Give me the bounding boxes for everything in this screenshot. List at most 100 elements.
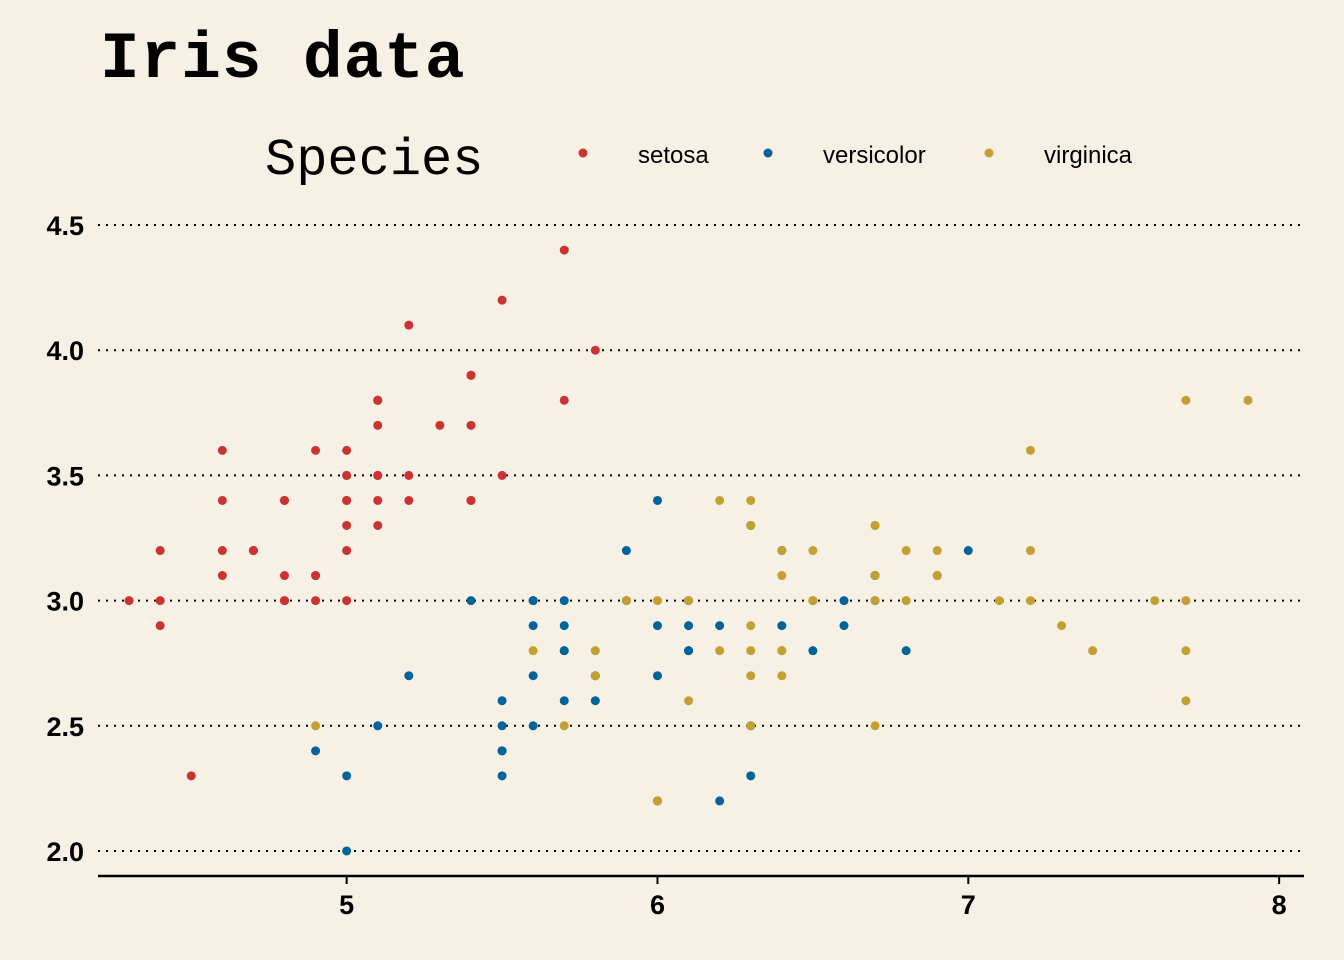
data-point-virginica <box>1025 546 1035 556</box>
data-point-virginica <box>590 646 600 656</box>
data-point-setosa <box>217 546 227 556</box>
data-point-versicolor <box>621 546 631 556</box>
data-point-virginica <box>684 696 694 706</box>
data-point-setosa <box>342 546 352 556</box>
data-point-setosa <box>373 495 383 505</box>
data-point-virginica <box>528 646 538 656</box>
data-point-setosa <box>155 546 165 556</box>
y-tick-label: 4.0 <box>46 336 84 366</box>
data-point-virginica <box>932 571 942 581</box>
data-point-virginica <box>621 596 631 606</box>
data-point-setosa <box>311 596 321 606</box>
data-point-virginica <box>746 671 756 681</box>
data-point-versicolor <box>652 495 662 505</box>
data-point-virginica <box>746 520 756 530</box>
data-point-virginica <box>559 721 569 731</box>
data-point-setosa <box>373 420 383 430</box>
data-point-setosa <box>497 295 507 305</box>
data-point-setosa <box>466 495 476 505</box>
axes: 2.0 2.5 3.0 3.5 4.0 4.5 5 6 7 8 <box>46 211 1304 920</box>
data-point-virginica <box>901 546 911 556</box>
data-point-virginica <box>652 796 662 806</box>
data-point-virginica <box>1243 395 1253 405</box>
data-point-versicolor <box>715 796 725 806</box>
data-point-virginica <box>746 495 756 505</box>
data-point-versicolor <box>590 696 600 706</box>
data-point-versicolor <box>652 621 662 631</box>
data-points <box>124 245 1253 856</box>
data-point-virginica <box>777 546 787 556</box>
y-tick-label: 3.5 <box>46 461 84 491</box>
data-point-setosa <box>155 596 165 606</box>
data-point-versicolor <box>559 621 569 631</box>
data-point-virginica <box>1025 596 1035 606</box>
data-point-setosa <box>342 445 352 455</box>
data-point-virginica <box>870 721 880 731</box>
data-point-setosa <box>342 520 352 530</box>
legend-marker-versicolor <box>763 148 773 158</box>
data-point-versicolor <box>466 596 476 606</box>
series-virginica <box>311 395 1253 806</box>
data-point-setosa <box>217 495 227 505</box>
x-tick-label: 5 <box>339 890 354 920</box>
y-tick-label: 2.0 <box>46 837 84 867</box>
grid <box>98 224 1304 852</box>
data-point-versicolor <box>652 671 662 681</box>
chart-title: Iris data <box>100 22 466 97</box>
data-point-virginica <box>1181 646 1191 656</box>
data-point-virginica <box>777 646 787 656</box>
data-point-setosa <box>279 596 289 606</box>
legend-title: Species <box>265 131 483 190</box>
data-point-setosa <box>342 596 352 606</box>
data-point-versicolor <box>746 771 756 781</box>
data-point-versicolor <box>528 671 538 681</box>
data-point-setosa <box>342 470 352 480</box>
data-point-virginica <box>746 646 756 656</box>
data-point-versicolor <box>559 646 569 656</box>
data-point-virginica <box>808 596 818 606</box>
data-point-versicolor <box>404 671 414 681</box>
data-point-virginica <box>932 546 942 556</box>
data-point-virginica <box>870 520 880 530</box>
series-setosa <box>124 245 600 781</box>
legend-label-setosa: setosa <box>638 142 709 169</box>
data-point-setosa <box>279 571 289 581</box>
data-point-versicolor <box>684 646 694 656</box>
data-point-versicolor <box>373 721 383 731</box>
data-point-versicolor <box>528 596 538 606</box>
data-point-versicolor <box>497 696 507 706</box>
data-point-versicolor <box>497 721 507 731</box>
data-point-versicolor <box>342 771 352 781</box>
data-point-versicolor <box>342 846 352 856</box>
data-point-versicolor <box>963 546 973 556</box>
data-point-virginica <box>1181 696 1191 706</box>
data-point-setosa <box>466 370 476 380</box>
data-point-virginica <box>1025 445 1035 455</box>
data-point-setosa <box>311 445 321 455</box>
data-point-setosa <box>342 495 352 505</box>
data-point-virginica <box>777 571 787 581</box>
legend-label-virginica: virginica <box>1044 142 1133 169</box>
data-point-setosa <box>373 520 383 530</box>
x-tick-label: 8 <box>1272 890 1287 920</box>
data-point-setosa <box>217 571 227 581</box>
legend: Species setosa versicolor virginica <box>265 131 1133 190</box>
data-point-setosa <box>217 445 227 455</box>
data-point-setosa <box>590 345 600 355</box>
data-point-versicolor <box>528 721 538 731</box>
data-point-virginica <box>994 596 1004 606</box>
series-versicolor <box>311 495 973 856</box>
data-point-virginica <box>746 721 756 731</box>
data-point-setosa <box>497 470 507 480</box>
data-point-virginica <box>715 495 725 505</box>
data-point-virginica <box>1150 596 1160 606</box>
data-point-setosa <box>248 546 258 556</box>
data-point-setosa <box>124 596 134 606</box>
data-point-virginica <box>1181 596 1191 606</box>
data-point-setosa <box>373 470 383 480</box>
data-point-setosa <box>559 245 569 255</box>
data-point-virginica <box>311 721 321 731</box>
data-point-versicolor <box>497 746 507 756</box>
data-point-virginica <box>715 646 725 656</box>
